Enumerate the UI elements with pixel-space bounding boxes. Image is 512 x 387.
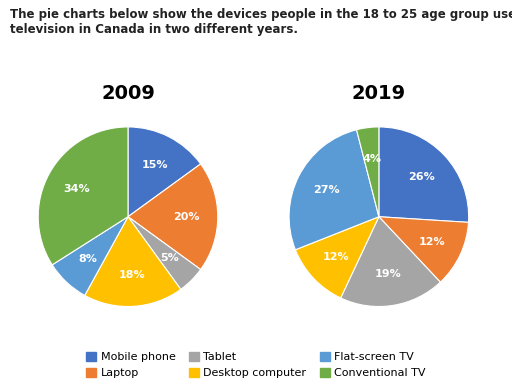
Wedge shape: [340, 217, 440, 307]
Text: 15%: 15%: [141, 160, 168, 170]
Wedge shape: [38, 127, 128, 265]
Wedge shape: [289, 130, 379, 250]
Text: 4%: 4%: [362, 154, 381, 164]
Wedge shape: [295, 217, 379, 298]
Text: 12%: 12%: [323, 252, 350, 262]
Legend: Mobile phone, Laptop, Tablet, Desktop computer, Flat-screen TV, Conventional TV: Mobile phone, Laptop, Tablet, Desktop co…: [83, 349, 429, 382]
Title: 2009: 2009: [101, 84, 155, 103]
Text: 8%: 8%: [79, 254, 97, 264]
Text: The pie charts below show the devices people in the 18 to 25 age group use to wa: The pie charts below show the devices pe…: [10, 8, 512, 36]
Text: 34%: 34%: [63, 183, 90, 194]
Text: 19%: 19%: [375, 269, 401, 279]
Wedge shape: [128, 217, 201, 289]
Text: 27%: 27%: [313, 185, 340, 195]
Text: 18%: 18%: [118, 270, 145, 280]
Wedge shape: [128, 127, 201, 217]
Wedge shape: [356, 127, 379, 217]
Text: 26%: 26%: [408, 172, 435, 182]
Wedge shape: [379, 127, 468, 223]
Wedge shape: [379, 217, 468, 282]
Text: 12%: 12%: [418, 236, 445, 247]
Text: 5%: 5%: [160, 253, 179, 263]
Wedge shape: [52, 217, 128, 295]
Text: 20%: 20%: [173, 212, 200, 222]
Wedge shape: [85, 217, 181, 307]
Wedge shape: [128, 164, 218, 269]
Title: 2019: 2019: [352, 84, 406, 103]
